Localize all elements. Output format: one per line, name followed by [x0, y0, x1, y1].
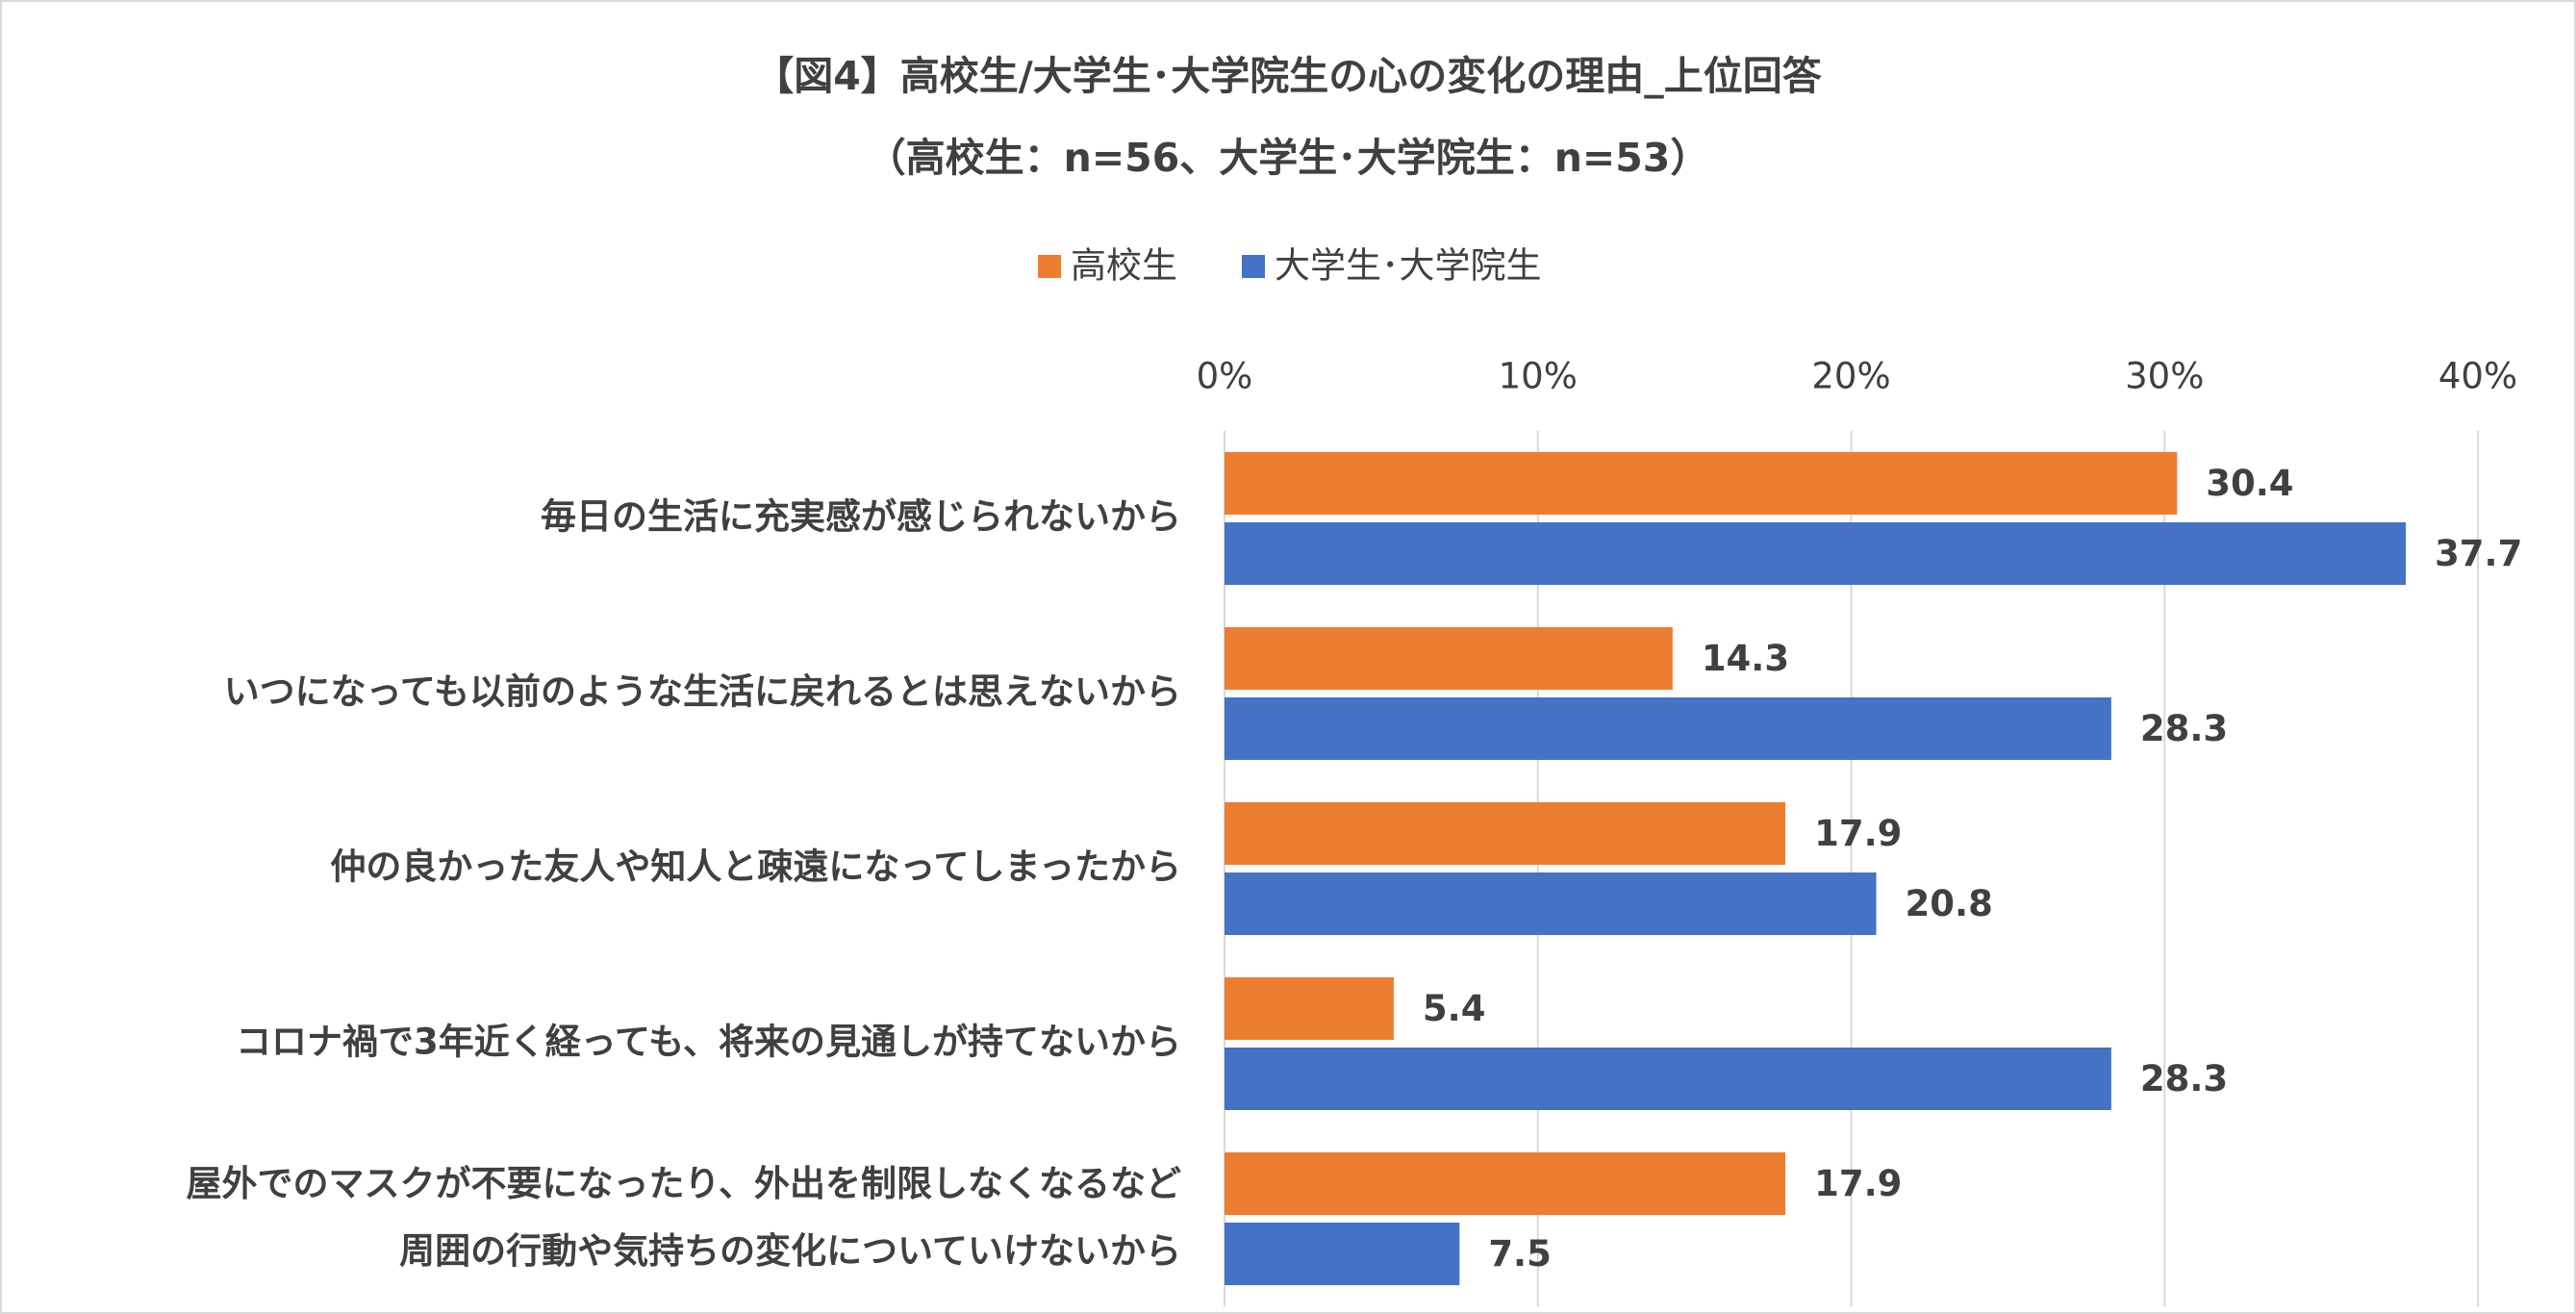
legend-swatch [1242, 255, 1265, 278]
x-tick-label: 0% [1197, 356, 1253, 397]
chart-title: 【図4】高校生/大学生･大学院生の心の変化の理由_上位回答 [754, 53, 1822, 99]
bar [1225, 977, 1394, 1040]
value-label: 28.3 [2140, 708, 2228, 749]
value-label: 30.4 [2206, 463, 2293, 504]
bar [1225, 697, 2111, 760]
y-tick-label: コロナ禍で3年近く経っても、将来の見通しが持てないから [236, 1022, 1181, 1063]
legend-label: 高校生 [1071, 245, 1177, 287]
bar [1225, 1048, 2111, 1110]
chart-subtitle: （高校生：n=56、大学生･大学院生：n=53） [867, 135, 1710, 181]
bar [1225, 627, 1673, 690]
x-tick-label: 40% [2438, 356, 2517, 397]
value-label: 14.3 [1702, 638, 1789, 679]
legend-label: 大学生･大学院生 [1275, 245, 1542, 287]
y-tick-label: 仲の良かった友人や知人と疎遠になってしまったから [330, 847, 1181, 888]
x-tick-label: 30% [2125, 356, 2204, 397]
x-tick-label: 10% [1499, 356, 1578, 397]
y-tick-label: 毎日の生活に充実感が感じられないから [541, 496, 1181, 538]
value-label: 17.9 [1814, 1163, 1902, 1204]
value-label: 17.9 [1814, 813, 1902, 854]
value-label: 20.8 [1906, 883, 1993, 924]
y-tick-label: いつになっても以前のような生活に戻れるとは思えないから [224, 671, 1181, 713]
legend-swatch [1038, 255, 1061, 278]
bar [1225, 452, 2178, 515]
bar [1225, 802, 1786, 865]
x-tick-label: 20% [1811, 356, 1890, 397]
value-label: 28.3 [2140, 1058, 2228, 1099]
bar [1225, 872, 1877, 935]
bar [1225, 1223, 1460, 1285]
value-label: 7.5 [1488, 1233, 1552, 1275]
value-label: 5.4 [1423, 988, 1486, 1029]
bar [1225, 522, 2407, 585]
y-tick-label: 屋外でのマスクが不要になったり、外出を制限しなくなるなど周囲の行動や気持ちの変化… [186, 1163, 1181, 1272]
value-label: 37.7 [2435, 533, 2522, 574]
bar [1225, 1152, 1786, 1215]
